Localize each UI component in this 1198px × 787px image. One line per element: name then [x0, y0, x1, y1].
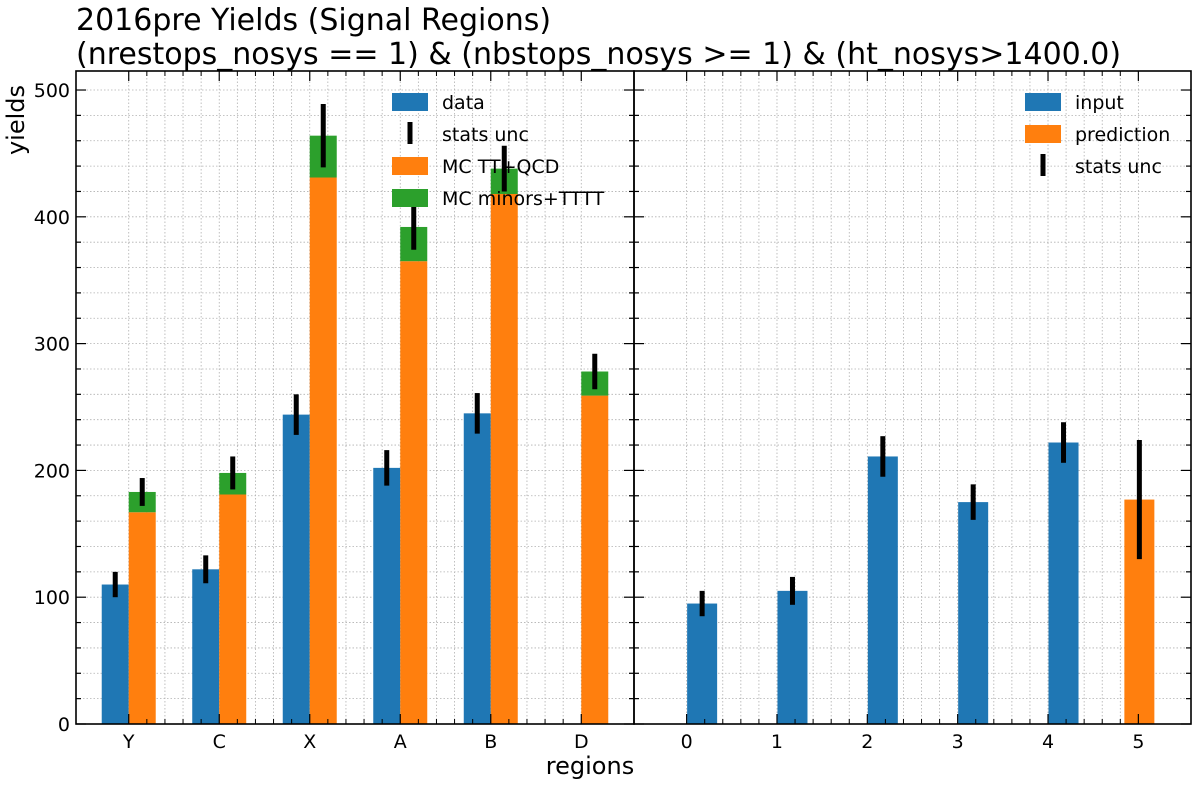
legend-label: MC minors+TTTT: [442, 188, 605, 210]
bar-input: [958, 502, 989, 724]
x-tick-label: 0: [681, 731, 693, 753]
legend-label: prediction: [1075, 124, 1170, 146]
bar-data: [101, 584, 129, 724]
bar-mc-ttqcd: [309, 177, 337, 725]
legend-swatch: [392, 157, 428, 175]
plot-panels: Y C X A B D 0 100 200 300 400 500 data stats unc MC TT…: [34, 70, 1192, 753]
bar-input: [687, 603, 718, 724]
legend-label: stats unc: [1075, 156, 1162, 178]
bar-mc-ttqcd: [400, 261, 428, 724]
bar-input: [867, 456, 898, 724]
legend-left: data stats unc MC TT+QCD MC minors+TTTT: [392, 92, 605, 210]
legend-right: input prediction stats unc: [1025, 92, 1170, 178]
legend-swatch: [392, 189, 428, 207]
legend-swatch: [392, 93, 428, 111]
y-tick-label: 0: [58, 714, 70, 736]
y-tick-label: 100: [34, 587, 70, 609]
x-tick-label: X: [303, 731, 316, 753]
x-tick-label: 4: [1042, 731, 1054, 753]
x-tick-label: 5: [1132, 731, 1144, 753]
chart-title-line1: 2016pre Yields (Signal Regions): [76, 3, 551, 38]
bar-mc-ttqcd: [490, 193, 518, 724]
legend-swatch: [1025, 93, 1061, 111]
y-tick-label: 300: [34, 334, 70, 356]
y-tick-label: 500: [34, 80, 70, 102]
x-tick-label: D: [574, 731, 589, 753]
panel-frame-1: 0 1 2 3 4 5: [633, 70, 1192, 753]
y-axis-label: yields: [2, 85, 30, 155]
panel-border: [633, 70, 1192, 725]
bar-input: [777, 590, 808, 724]
x-tick-label: 2: [861, 731, 873, 753]
x-tick-label: Y: [122, 731, 135, 753]
y-tick-label: 200: [34, 460, 70, 482]
bar-data: [282, 414, 310, 724]
legend-label: stats unc: [442, 124, 529, 146]
legend-label: data: [442, 92, 485, 114]
bar-data: [463, 413, 491, 724]
bar-mc-ttqcd: [128, 512, 156, 724]
chart-title-line2: (nrestops_nosys == 1) & (nbstops_nosys >…: [76, 37, 1121, 72]
y-tick-label: 400: [34, 207, 70, 229]
x-tick-label: C: [213, 731, 226, 753]
x-axis-label: regions: [546, 752, 634, 780]
bar-mc-ttqcd: [219, 494, 247, 724]
legend-label: MC TT+QCD: [442, 156, 559, 178]
x-tick-label: B: [484, 731, 497, 753]
legend-swatch: [1025, 125, 1061, 143]
bar-data: [192, 569, 220, 724]
x-tick-label: 3: [952, 731, 964, 753]
legend-label: input: [1075, 92, 1124, 114]
bar-input: [1048, 442, 1079, 724]
bar-data: [373, 467, 401, 724]
bar-mc-ttqcd: [581, 395, 609, 724]
x-tick-label: A: [394, 731, 407, 753]
x-tick-label: 1: [771, 731, 783, 753]
